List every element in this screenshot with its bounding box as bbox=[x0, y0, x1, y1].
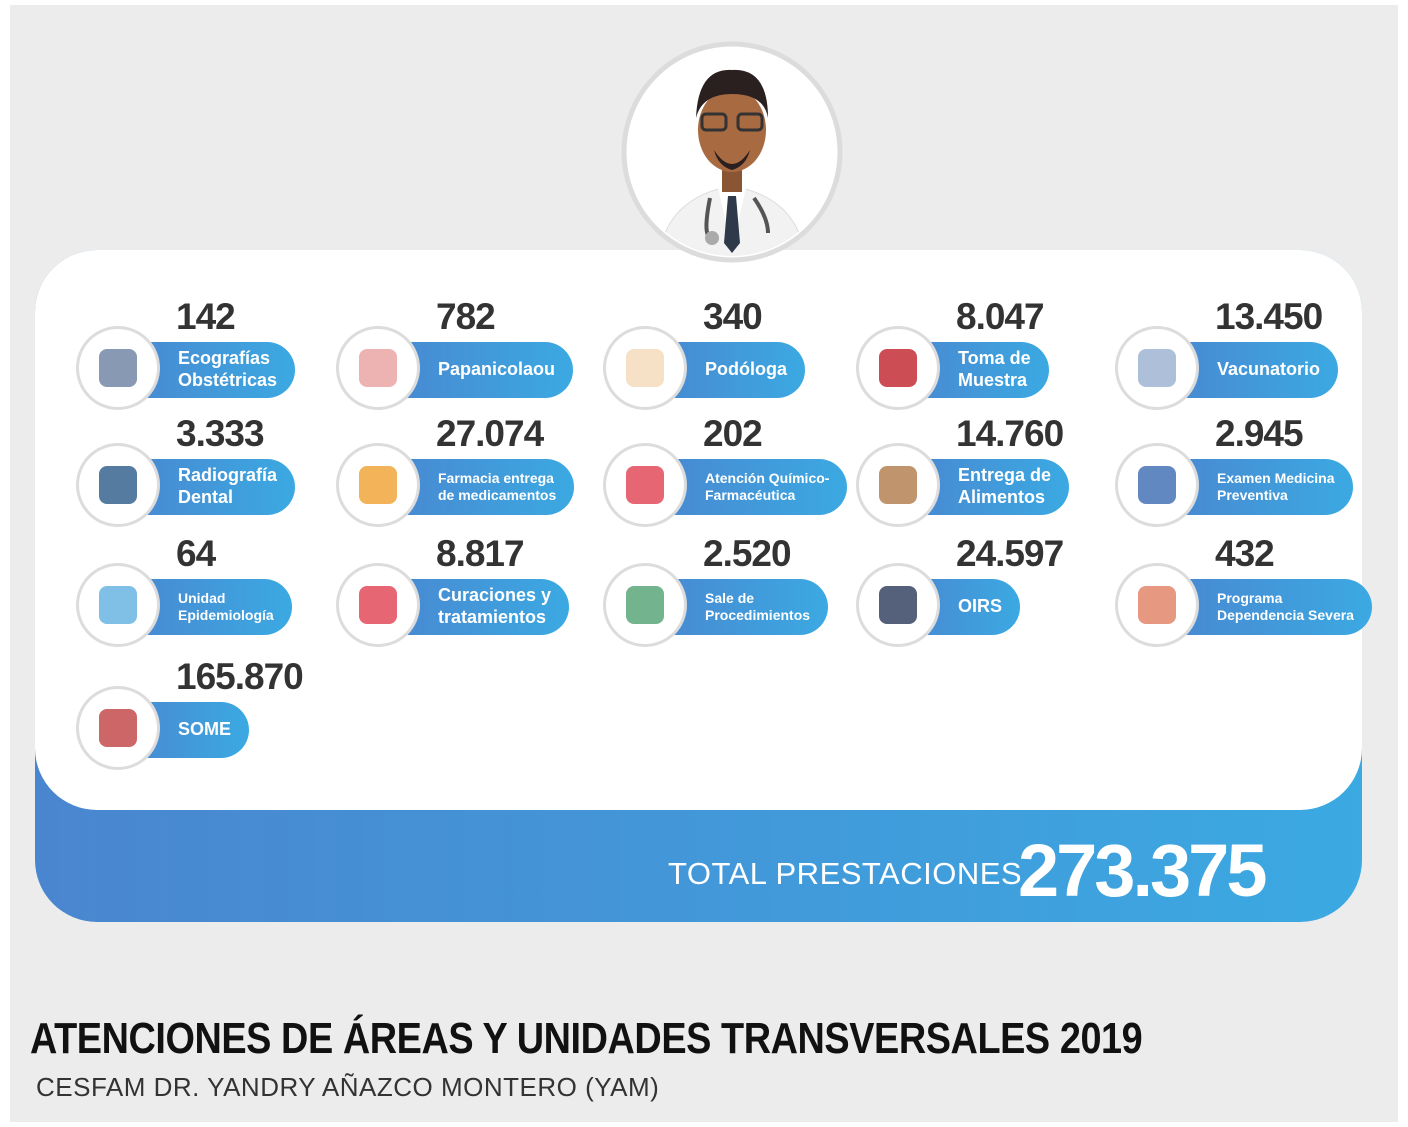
label-line: Podóloga bbox=[705, 359, 787, 380]
item-value: 165.870 bbox=[176, 656, 304, 697]
label-line: Entrega de bbox=[958, 465, 1052, 486]
label-line: tratamientos bbox=[438, 607, 547, 627]
item-value: 27.074 bbox=[436, 413, 544, 454]
title: ATENCIONES DE ÁREAS Y UNIDADES TRANSVERS… bbox=[30, 1014, 1143, 1063]
label-line: Unidad bbox=[178, 590, 226, 607]
label-line: Obstétricas bbox=[178, 370, 278, 390]
icon-shape bbox=[359, 349, 397, 387]
item-icon bbox=[336, 443, 420, 527]
label-line: Farmacia entrega bbox=[438, 470, 554, 487]
label-line: Procedimientos bbox=[705, 607, 811, 623]
item-icon bbox=[856, 326, 940, 410]
label-line: Papanicolaou bbox=[438, 359, 556, 380]
item-value: 24.597 bbox=[956, 533, 1064, 574]
item-value: 340 bbox=[703, 296, 763, 337]
item-value: 782 bbox=[436, 296, 496, 337]
item-icon bbox=[336, 563, 420, 647]
icon-shape bbox=[879, 586, 917, 624]
item-value: 13.450 bbox=[1215, 296, 1323, 337]
item-icon bbox=[76, 563, 160, 647]
icon-shape bbox=[99, 466, 137, 504]
item-icon bbox=[856, 443, 940, 527]
item-icon bbox=[1115, 443, 1199, 527]
item-value: 142 bbox=[176, 296, 236, 337]
label-line: Alimentos bbox=[958, 487, 1046, 507]
label-line: Ecografías bbox=[178, 348, 271, 369]
label-line: Preventiva bbox=[1217, 487, 1288, 503]
item-icon bbox=[76, 686, 160, 770]
icon-shape bbox=[99, 586, 137, 624]
subtitle: CESFAM DR. YANDRY AÑAZCO MONTERO (YAM) bbox=[36, 1072, 660, 1102]
label-line: Radiografía bbox=[178, 465, 278, 486]
icon-shape bbox=[359, 586, 397, 624]
item-value: 202 bbox=[703, 413, 763, 454]
total-value: 273.375 bbox=[1018, 829, 1267, 912]
item-icon bbox=[603, 443, 687, 527]
icon-shape bbox=[626, 586, 664, 624]
label-line: SOME bbox=[178, 719, 232, 740]
label-line: Examen Medicina bbox=[1217, 470, 1335, 487]
doctor-icon bbox=[621, 41, 843, 263]
label-line: Vacunatorio bbox=[1217, 359, 1321, 380]
item-icon bbox=[603, 563, 687, 647]
label-line: Toma de bbox=[958, 348, 1031, 369]
item-icon bbox=[856, 563, 940, 647]
label-line: Epidemiología bbox=[178, 607, 274, 623]
item-value: 2.945 bbox=[1215, 413, 1304, 454]
icon-shape bbox=[626, 466, 664, 504]
item-value: 8.817 bbox=[436, 533, 525, 574]
label-line: Dependencia Severa bbox=[1217, 607, 1354, 623]
label-line: Programa bbox=[1217, 590, 1283, 607]
label-line: Farmacéutica bbox=[705, 487, 796, 503]
icon-shape bbox=[1138, 586, 1176, 624]
label-line: OIRS bbox=[958, 596, 1003, 617]
item-value: 432 bbox=[1215, 533, 1275, 574]
item-icon bbox=[76, 326, 160, 410]
icon-shape bbox=[99, 709, 137, 747]
icon-shape bbox=[1138, 466, 1176, 504]
label-line: Curaciones y bbox=[438, 585, 552, 606]
label-line: Atención Químico- bbox=[705, 470, 830, 487]
icon-shape bbox=[879, 466, 917, 504]
label-line: Dental bbox=[178, 487, 234, 507]
item-icon bbox=[1115, 563, 1199, 647]
item-icon bbox=[603, 326, 687, 410]
icon-shape bbox=[359, 466, 397, 504]
label-line: Sale de bbox=[705, 590, 755, 607]
item-value: 3.333 bbox=[176, 413, 265, 454]
item-value: 2.520 bbox=[703, 533, 792, 574]
item-value: 8.047 bbox=[956, 296, 1045, 337]
icon-shape bbox=[879, 349, 917, 387]
item-value: 64 bbox=[176, 533, 216, 574]
item-value: 14.760 bbox=[956, 413, 1064, 454]
item-icon bbox=[76, 443, 160, 527]
label-line: de medicamentos bbox=[438, 487, 557, 503]
label-line: Muestra bbox=[958, 370, 1028, 390]
total-label: TOTAL PRESTACIONES bbox=[668, 856, 1023, 891]
icon-shape bbox=[99, 349, 137, 387]
item-icon bbox=[336, 326, 420, 410]
icon-shape bbox=[626, 349, 664, 387]
icon-shape bbox=[1138, 349, 1176, 387]
item-icon bbox=[1115, 326, 1199, 410]
